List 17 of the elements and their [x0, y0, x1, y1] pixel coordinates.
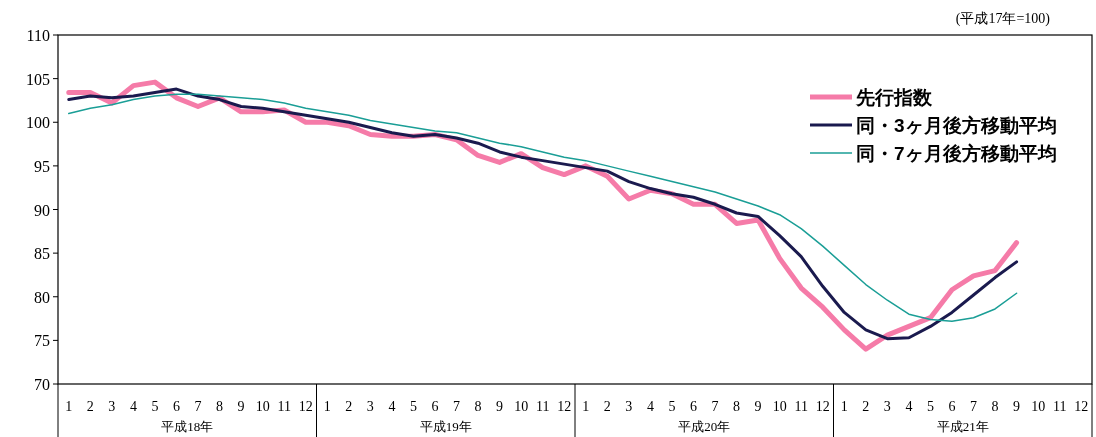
y-tick-label: 105	[26, 70, 50, 88]
text: 平成21年	[936, 419, 989, 434]
y-tick-label: 90	[34, 201, 50, 219]
text: 平成18年	[161, 419, 214, 434]
y-tick-label: 100	[26, 114, 50, 132]
y-tick-label: 85	[34, 245, 50, 263]
text: (平成17年=100)	[955, 11, 1051, 27]
legend-label: 同・3ヶ月後方移動平均	[856, 115, 1057, 136]
text: 平成20年	[678, 419, 731, 434]
legend-label: 同・7ヶ月後方移動平均	[856, 143, 1057, 164]
y-tick-label: 110	[26, 27, 50, 44]
y-tick-label: 80	[34, 288, 50, 306]
y-tick-label: 95	[34, 157, 50, 175]
y-tick-label: 70	[34, 376, 50, 393]
text: 平成19年	[419, 419, 472, 434]
y-tick-label: 75	[34, 332, 50, 350]
legend-label: 先行指数	[855, 87, 933, 108]
